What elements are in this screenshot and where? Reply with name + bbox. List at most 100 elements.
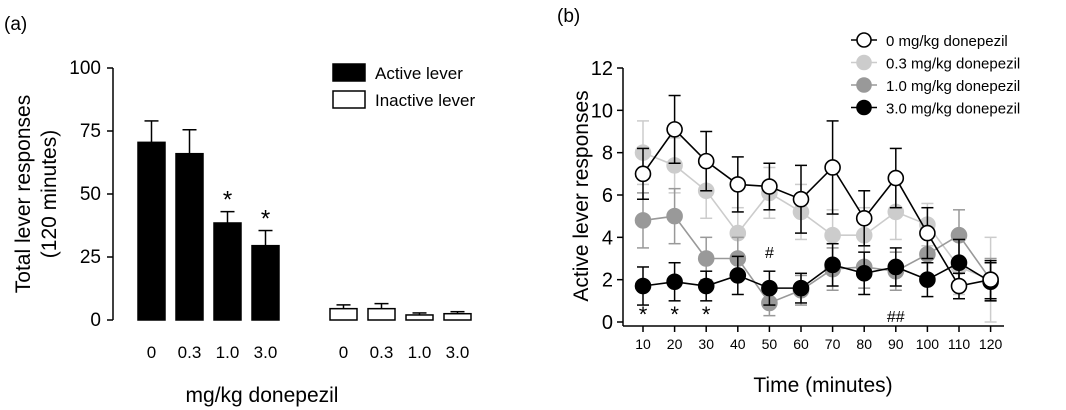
- y-tick-label: 10: [591, 100, 613, 122]
- significance-marker: *: [702, 302, 711, 327]
- data-point: [697, 152, 715, 170]
- x-tick-label: 80: [856, 336, 872, 352]
- series-line: [642, 128, 991, 287]
- data-point: [666, 273, 683, 291]
- significance-marker: *: [223, 187, 232, 214]
- y-tick-label: 0: [90, 310, 101, 331]
- legend-marker: [856, 77, 872, 93]
- y-tick-label: 6: [602, 185, 613, 207]
- y-tick-label: 8: [602, 143, 613, 165]
- data-point: [729, 176, 747, 193]
- data-point: [887, 258, 905, 276]
- data-point: [950, 254, 968, 272]
- x-tick-label: 0.3: [178, 343, 202, 362]
- data-point: [761, 279, 778, 297]
- y-axis-label-line: Total lever responses: [12, 95, 35, 293]
- panel-a: (a) 0 25 50 75 100 Total lever responses (120 m…: [4, 14, 475, 407]
- bar-inactive-lever: [367, 307, 396, 321]
- x-tick-label: 0.3: [370, 343, 394, 362]
- series-1-0-mg-kg-donepezil: [634, 187, 999, 317]
- y-tick-label: 4: [602, 227, 613, 249]
- bar-active-lever: [213, 222, 242, 321]
- x-tick-label: 90: [888, 336, 904, 352]
- data-point: [634, 212, 652, 229]
- significance-marker: #: [765, 245, 774, 262]
- data-point: [634, 277, 652, 295]
- legend-marker: [856, 99, 872, 116]
- x-tick-label: 3.0: [254, 343, 278, 362]
- legend-swatch: [332, 63, 366, 82]
- y-tick-label: 12: [591, 58, 613, 80]
- x-tick-label: 50: [762, 336, 778, 352]
- data-point: [855, 209, 873, 227]
- series-line: [642, 261, 992, 289]
- data-point: [824, 256, 841, 274]
- bar-inactive-lever: [405, 314, 434, 321]
- y-axis-label: Active lever responses: [570, 90, 593, 301]
- series-3-0-mg-kg-donepezil: [634, 238, 999, 306]
- y-tick-label: 25: [80, 247, 101, 268]
- series-0-mg-kg-donepezil: [634, 94, 999, 300]
- x-tick-label: 60: [793, 336, 809, 352]
- legend-label: Active lever: [375, 64, 463, 83]
- x-tick-label: 120: [979, 336, 1003, 352]
- y-axis-label: Total lever responses (120 minutes): [12, 95, 61, 293]
- x-axis-label: Time (minutes): [753, 374, 892, 397]
- data-point: [666, 207, 683, 225]
- x-axis-label: mg/kg donepezil: [186, 384, 339, 407]
- data-point: [634, 165, 652, 183]
- significance-marker: *: [670, 302, 679, 327]
- legend-marker: [856, 54, 872, 71]
- x-tick-label: 10: [635, 336, 651, 352]
- data-point: [697, 250, 715, 267]
- x-tick-label: 1.0: [408, 343, 432, 362]
- panel-b: (b) 0 2 4 6 8 10 12 10 20 30 40 50 60 70 80 90 100 110 120 A…: [557, 6, 1020, 397]
- x-tick-label: 1.0: [216, 343, 240, 362]
- x-tick-label: 3.0: [446, 343, 470, 362]
- data-point: [855, 265, 873, 282]
- series-0-3-mg-kg-donepezil: [634, 120, 999, 323]
- legend-label: 1.0 mg/kg donepezil: [886, 78, 1020, 95]
- x-tick-label: 30: [698, 336, 714, 352]
- x-tick-label: 0: [339, 343, 348, 362]
- legend-label: Inactive lever: [375, 91, 475, 110]
- legend-label: 0 mg/kg donepezil: [886, 33, 1008, 50]
- data-point: [887, 169, 905, 187]
- y-tick-label: 2: [602, 270, 613, 292]
- significance-marker: *: [639, 302, 648, 327]
- panel-label-a: (a): [4, 14, 27, 35]
- significance-marker: *: [261, 206, 270, 233]
- x-tick-label: 110: [948, 336, 971, 352]
- legend-marker: [856, 32, 872, 48]
- data-point: [761, 178, 778, 195]
- legend-label: 3.0 mg/kg donepezil: [886, 101, 1020, 118]
- series-line: [642, 215, 992, 304]
- data-point: [792, 190, 810, 208]
- bar-active-lever: [251, 244, 280, 321]
- y-tick-label: 0: [602, 312, 613, 334]
- x-tick-label: 40: [730, 336, 746, 352]
- bar-inactive-lever: [329, 307, 358, 321]
- data-point: [982, 271, 999, 288]
- x-tick-label: 70: [825, 336, 841, 352]
- data-point: [950, 277, 968, 295]
- x-tick-label: 0: [147, 343, 156, 362]
- series-line: [642, 151, 991, 281]
- bar-active-lever: [137, 141, 166, 321]
- data-point: [792, 279, 810, 297]
- data-point: [824, 226, 841, 244]
- data-point: [697, 277, 715, 295]
- x-tick-label: 20: [667, 336, 683, 352]
- y-tick-label: 75: [80, 121, 101, 142]
- bar-inactive-lever: [443, 312, 472, 321]
- legend-swatch: [332, 90, 366, 109]
- y-axis-label-line: (120 minutes): [38, 130, 61, 258]
- data-point: [729, 267, 747, 284]
- significance-marker: ##: [887, 309, 905, 326]
- bar-active-lever: [175, 152, 204, 321]
- data-point: [919, 224, 936, 242]
- legend-label: 0.3 mg/kg donepezil: [886, 56, 1020, 73]
- y-tick-label: 100: [69, 58, 101, 79]
- panel-label-b: (b): [557, 6, 580, 27]
